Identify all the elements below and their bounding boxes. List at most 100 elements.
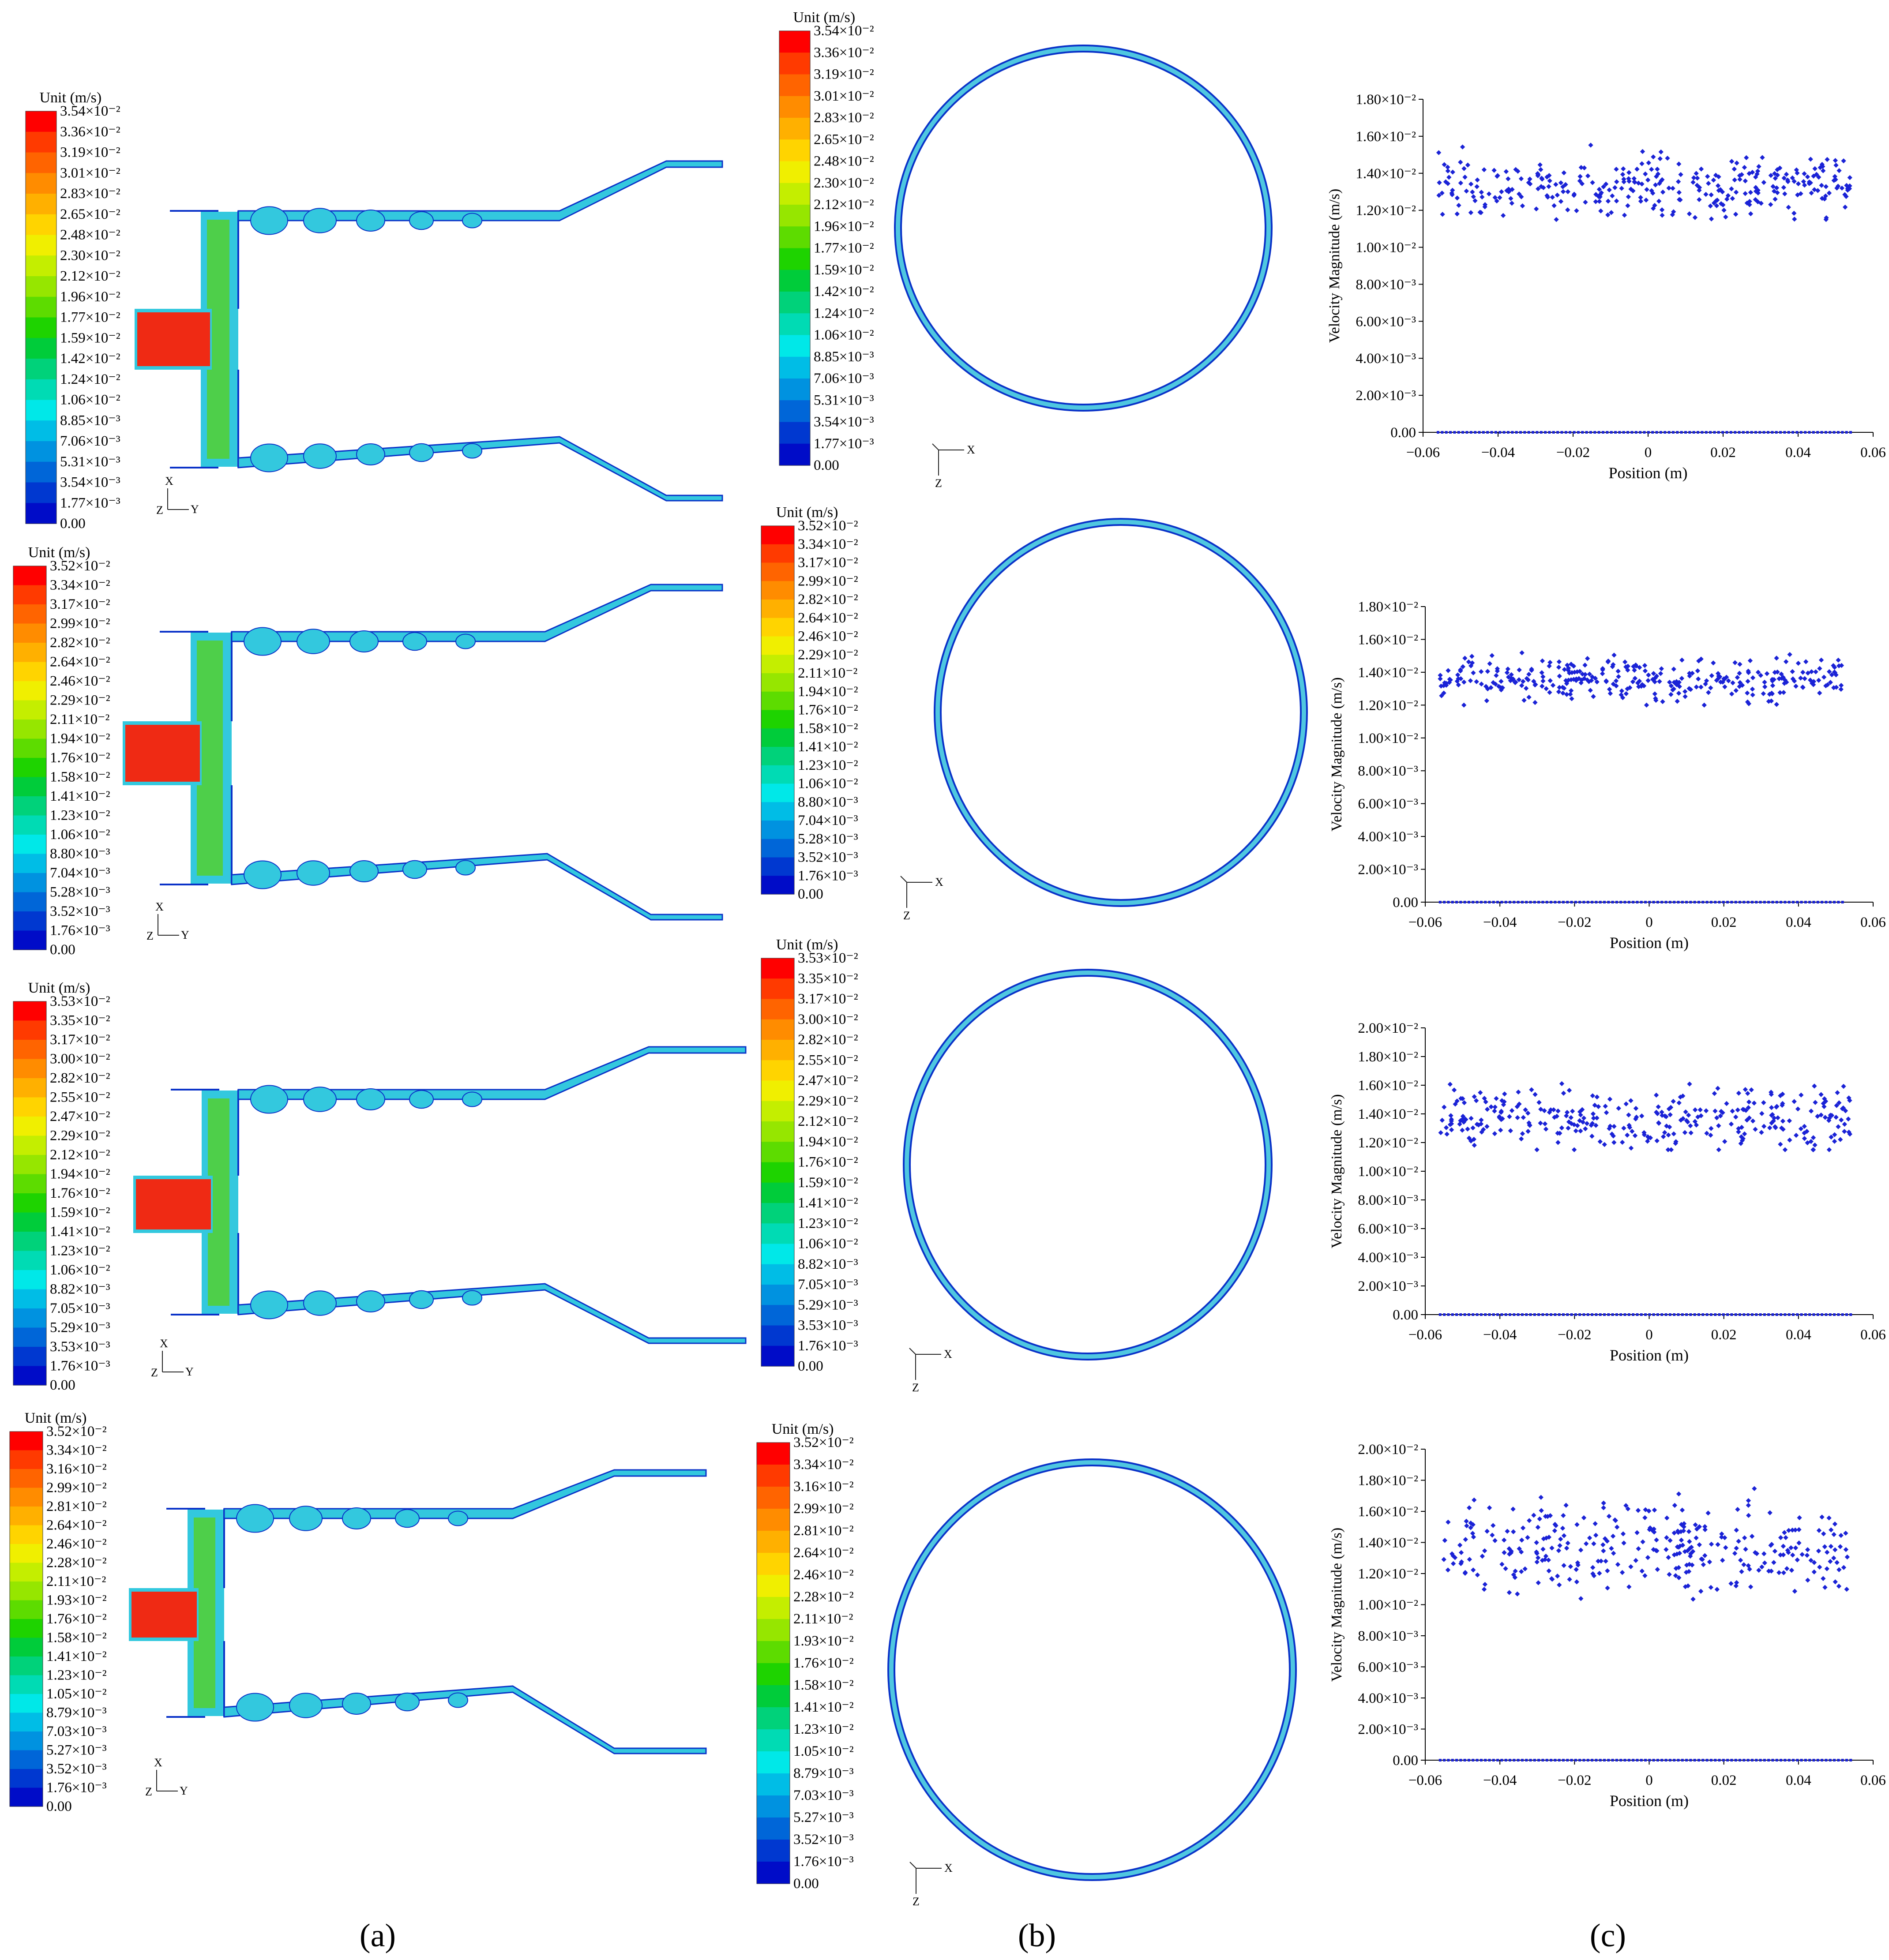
legend-b-swatch	[761, 1345, 794, 1367]
data-point	[1471, 1567, 1476, 1573]
data-point	[1842, 1129, 1847, 1134]
legend-b-tick-label: 7.03×10⁻³	[793, 1788, 854, 1803]
legend-a-swatch	[26, 214, 56, 236]
y-tick-label: 2.00×10⁻³	[1356, 388, 1416, 404]
data-point	[1758, 673, 1763, 678]
data-point	[1466, 1136, 1472, 1141]
data-point	[1749, 1087, 1754, 1093]
data-point-zero	[1771, 1759, 1774, 1761]
legend-b-swatch	[761, 1121, 794, 1142]
data-point	[1620, 172, 1626, 177]
legend-a-tick-label: 1.58×10⁻²	[50, 769, 110, 785]
y-tick-label: 1.20×10⁻²	[1356, 203, 1416, 219]
legend-b-swatch	[779, 400, 810, 423]
legend-b-swatch	[761, 857, 794, 876]
data-point	[1780, 1544, 1786, 1549]
data-point-zero	[1537, 1313, 1540, 1316]
data-point	[1678, 1094, 1683, 1100]
y-tick-label: 8.00×10⁻³	[1358, 1628, 1418, 1644]
data-point	[1791, 1099, 1797, 1104]
data-point-zero	[1607, 1759, 1610, 1761]
data-point	[1542, 1108, 1547, 1113]
data-point	[1821, 168, 1826, 173]
data-point	[1603, 1559, 1608, 1564]
data-point	[1666, 1132, 1671, 1138]
legend-b-swatch	[761, 710, 794, 729]
data-point	[1509, 1108, 1515, 1113]
y-tick-label: 1.00×10⁻²	[1358, 731, 1418, 746]
data-point	[1790, 1527, 1795, 1533]
data-point	[1711, 660, 1716, 666]
data-point-zero	[1451, 901, 1454, 903]
legend-b-swatch	[779, 96, 810, 118]
data-point-zero	[1718, 901, 1721, 903]
data-point	[1816, 678, 1821, 683]
data-point	[1828, 1559, 1833, 1564]
data-point-zero	[1837, 901, 1840, 903]
data-point	[1833, 1547, 1838, 1552]
data-point	[1755, 670, 1761, 675]
data-point-zero	[1685, 1759, 1688, 1761]
data-point	[1771, 188, 1777, 194]
data-point	[1579, 181, 1585, 187]
data-point-zero	[1648, 1759, 1651, 1761]
data-point	[1625, 667, 1630, 673]
data-point	[1782, 1147, 1788, 1152]
data-point-zero	[1837, 1313, 1840, 1316]
data-point-zero	[1829, 901, 1832, 903]
data-point	[1536, 1580, 1541, 1585]
x-tick-label: 0.06	[1860, 445, 1886, 461]
legend-a-unit-label: Unit (m/s)	[25, 1410, 87, 1426]
data-point-zero	[1681, 901, 1684, 903]
legend-b-tick-label: 1.23×10⁻²	[793, 1721, 854, 1737]
data-point	[1733, 190, 1739, 195]
data-point	[1588, 688, 1593, 693]
data-point	[1465, 1126, 1470, 1132]
data-point	[1543, 686, 1549, 691]
data-point	[1487, 1505, 1492, 1510]
data-point	[1781, 690, 1786, 695]
data-point	[1648, 1525, 1653, 1531]
data-point	[1538, 167, 1543, 172]
data-point	[1653, 182, 1658, 187]
data-point	[1620, 1531, 1626, 1537]
data-point-zero	[1581, 431, 1584, 434]
legend-a-swatch	[10, 1469, 43, 1488]
legend-b-tick-label: 2.83×10⁻²	[814, 110, 874, 126]
data-point-zero	[1796, 1759, 1799, 1761]
legend-b-tick-label: 5.29×10⁻³	[798, 1297, 858, 1313]
legend-b-swatch	[779, 161, 810, 184]
data-point	[1671, 1098, 1676, 1104]
data-point-zero	[1655, 431, 1658, 434]
data-point-zero	[1465, 431, 1468, 434]
data-point-zero	[1627, 901, 1630, 903]
data-point	[1676, 1575, 1682, 1581]
data-point	[1783, 659, 1789, 664]
data-point-zero	[1796, 1313, 1799, 1316]
data-point	[1798, 1126, 1804, 1132]
data-point-zero	[1585, 431, 1588, 434]
legend-a-tick-label: 1.93×10⁻²	[46, 1593, 107, 1608]
data-point-zero	[1525, 1759, 1528, 1761]
data-point	[1576, 676, 1581, 681]
data-point	[1442, 1538, 1447, 1543]
data-point	[1665, 155, 1670, 161]
legend-a-tick-label: 3.34×10⁻²	[50, 577, 110, 593]
data-point-zero	[1701, 431, 1704, 434]
data-point	[1502, 1091, 1507, 1097]
triad-letter-z: Z	[913, 1895, 920, 1908]
data-point	[1438, 676, 1443, 682]
data-point-zero	[1689, 901, 1692, 903]
legend-b-swatch	[779, 31, 810, 53]
data-point-zero	[1453, 431, 1456, 434]
data-point	[1461, 679, 1467, 685]
data-point	[1652, 675, 1658, 681]
data-point-zero	[1500, 901, 1503, 903]
legend-b-tick-label: 1.76×10⁻³	[798, 868, 858, 884]
data-point-zero	[1494, 431, 1497, 434]
data-point	[1509, 672, 1514, 678]
data-point-zero	[1533, 1759, 1536, 1761]
legend-b-swatch	[761, 562, 794, 581]
legend-a-tick-label: 1.23×10⁻²	[50, 808, 110, 824]
data-point	[1590, 1093, 1595, 1098]
